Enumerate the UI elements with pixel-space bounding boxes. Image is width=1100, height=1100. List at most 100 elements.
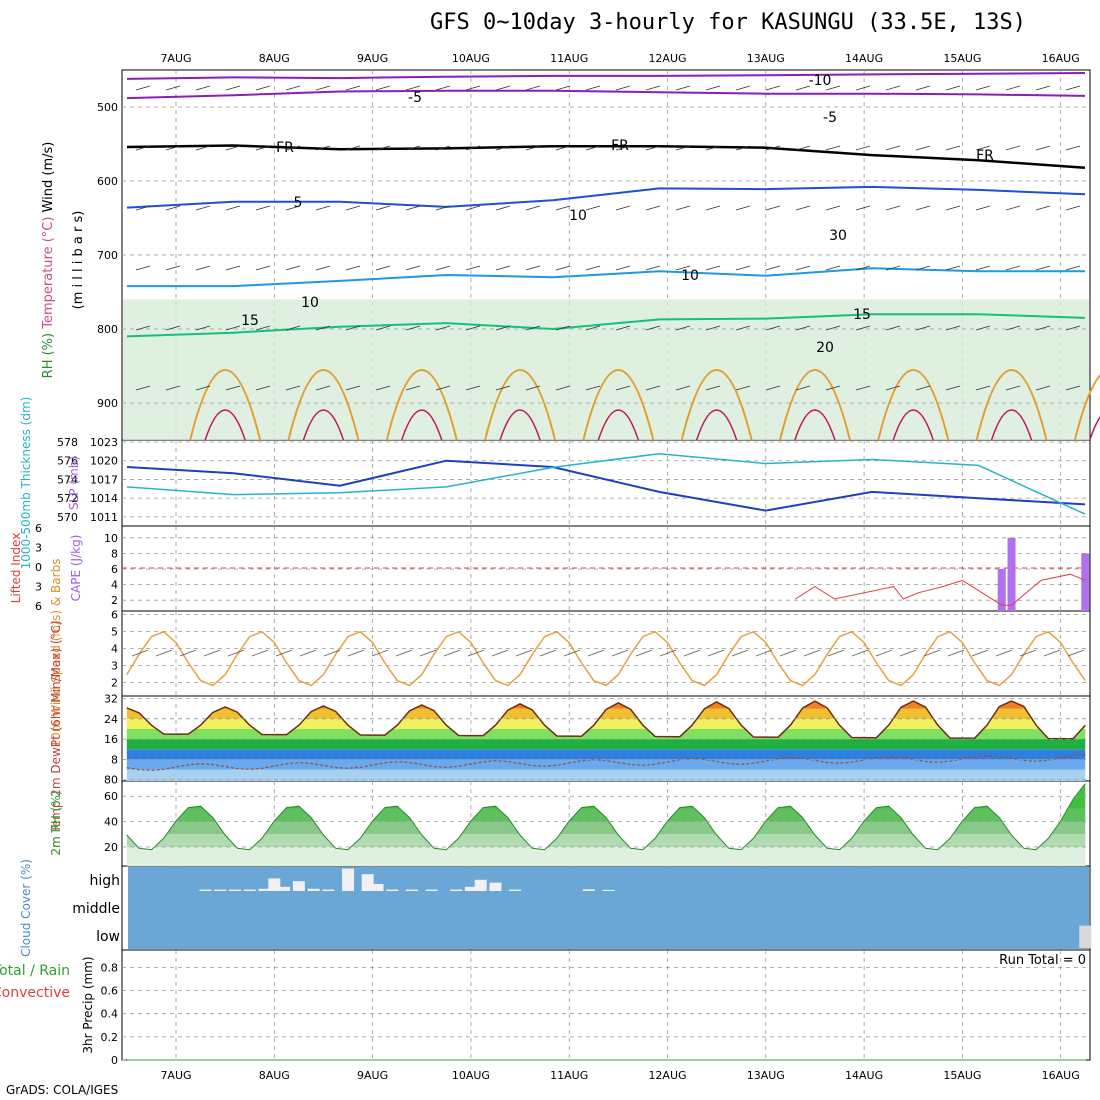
date-label-bottom: 16AUG [1042,1069,1080,1082]
wind-barb [735,265,751,271]
li-tick-label: 0 [35,561,42,574]
wind-barb [1005,325,1021,331]
rh-shading [123,299,1089,440]
hot-contour [204,409,246,441]
wind-barb [825,385,841,391]
wind-barb [1005,265,1021,271]
wind-barb-10m [299,649,317,657]
wind-barb [345,265,361,271]
wind-barb-10m [803,649,821,657]
wind-barb [285,325,301,331]
wind-barb [465,145,481,151]
wind-barb [765,385,781,391]
wind-barb-10m [275,649,293,657]
wind-barb [855,385,871,391]
date-label-top: 13AUG [747,52,785,65]
ylabel-part: Wind (m/s) [41,142,56,213]
wind-barb [585,145,601,151]
y-tick-label: 0.4 [101,1008,119,1021]
contour-label: 5 [294,195,303,211]
wind-barb [675,85,691,91]
temperature-contour-line [126,144,1086,169]
wind-barb [765,325,781,331]
contour-label: 10 [301,295,319,311]
wind-barb [165,325,181,331]
cloud-bar-high [450,889,463,891]
wind-barb [1065,325,1081,331]
y-tick-label: 80 [104,774,118,787]
wind-barb [525,385,541,391]
wind-barb [555,265,571,271]
contour-label: 10 [681,268,699,284]
cape-bar [997,569,1006,611]
y-tick-label: 60 [104,790,118,803]
y-tick-label: 0.8 [101,961,119,974]
warm-contour [189,369,262,441]
wind-barb-10m [395,649,413,657]
wind-barb [615,325,631,331]
cloud-bar-high [199,889,212,891]
wind-barb [915,265,931,271]
ylabel-part: RH (%) [41,329,56,379]
lifted-index-line [795,573,1086,606]
wind-barb [675,385,691,391]
wind-barb [855,85,871,91]
wind-barb-10m [971,649,989,657]
wind-barb-10m [611,649,629,657]
wind-barb [645,325,661,331]
wind-barb [225,145,241,151]
wind-barb [975,325,991,331]
slp-tick-label: 1017 [90,473,118,486]
cloud-tick-label: low [96,929,120,945]
wind-barb [585,85,601,91]
warm-contour [484,369,557,441]
wind-barb [465,385,481,391]
wind-barb [315,145,331,151]
temp-band [126,769,1086,781]
date-label-bottom: 12AUG [648,1069,686,1082]
wind-barb [825,145,841,151]
wind-barb-10m [539,649,557,657]
wind-barb [1065,145,1081,151]
cloud-bar-high [342,868,355,891]
date-label-top: 14AUG [845,52,883,65]
wind-barb-10m [323,649,341,657]
thickness-tick-label: 570 [57,511,78,524]
wind-barb [195,325,211,331]
wind-barb [1065,85,1081,91]
wind-barb [345,205,361,211]
wind-barb [375,265,391,271]
contour-label: -5 [408,90,422,106]
wind-barb [195,205,211,211]
wind-barb [795,145,811,151]
wind-barb-10m [515,649,533,657]
wind-barb [345,325,361,331]
wind-barb [705,205,721,211]
cloud-bar-high [425,889,438,891]
y-tick-label: 800 [97,323,118,336]
precip-legend-convective: Convective [0,985,70,1001]
wind-barb [525,85,541,91]
wind-barb [825,265,841,271]
wind-barb [555,385,571,391]
precip-ylabel: 3hr Precip (mm) [81,956,95,1053]
wind-barb [525,265,541,271]
cloud-bar-high [214,889,227,891]
panel-frame [121,610,1091,697]
wind-barb [405,265,421,271]
wind-barb [645,145,661,151]
wind-barb [915,325,931,331]
temperature-contour-line [126,185,1086,209]
wind-barb [915,205,931,211]
wind-barb [795,205,811,211]
ylabel-part: Temperature (°C) [41,212,56,329]
cape-ylabel: CAPE (J/kg) [69,535,83,602]
cloud-tick-label: middle [72,901,120,917]
wind-barb [1065,265,1081,271]
date-label-top: 9AUG [357,52,388,65]
date-label-bottom: 14AUG [845,1069,883,1082]
wind-barb [165,265,181,271]
cloud-bar-high [243,889,256,891]
wind-barb [825,205,841,211]
